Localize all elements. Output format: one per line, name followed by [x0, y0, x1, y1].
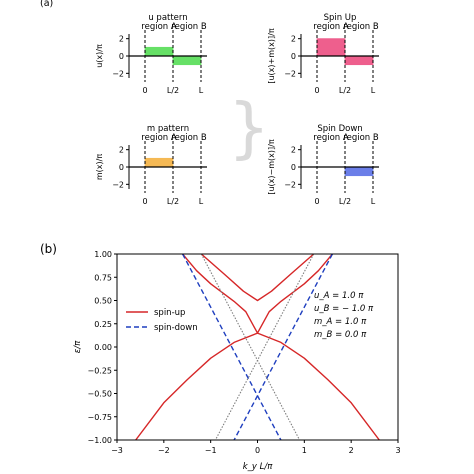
x-tick-label: L — [371, 197, 376, 206]
y-axis-label: m(x)/π — [95, 154, 104, 180]
region-b-label: region B — [171, 133, 207, 143]
series-group — [135, 254, 380, 440]
legend: spin-up spin-down — [126, 308, 198, 333]
y-tick-label: 0 — [119, 163, 124, 172]
y-axis-label: [u(x)+m(x)]/π — [267, 28, 276, 83]
y-tick-label: 2 — [119, 35, 124, 44]
region-b-label: region B — [343, 133, 379, 143]
x-tick-label: 1 — [302, 446, 307, 455]
panel-b-label: (b) — [40, 242, 57, 256]
y-axis-label: ε/π — [73, 340, 83, 353]
x-tick-label: −3 — [111, 446, 123, 455]
brace-symbol: } — [228, 89, 270, 166]
param-annotation: u_A = 1.0 π — [314, 291, 364, 301]
y-tick-label: 2 — [291, 146, 296, 155]
x-tick-label: 0 — [314, 86, 319, 95]
x-tick-label: L — [199, 197, 204, 206]
series-line-5 — [200, 254, 301, 440]
x-tick-label: −2 — [158, 446, 170, 455]
region-a-label: region A — [141, 133, 177, 143]
param-annotation: m_A = 1.0 π — [314, 317, 367, 327]
y-tick-label: −2 — [112, 69, 124, 78]
x-axis-label: k_y L/π — [243, 462, 274, 472]
y-tick-label: −2 — [284, 180, 296, 189]
y-tick-label: −0.25 — [87, 366, 112, 375]
x-tick-label: L/2 — [167, 86, 179, 95]
y-tick-label: 0 — [291, 52, 296, 61]
region-a-label: region A — [313, 133, 349, 143]
series-line-3 — [181, 254, 282, 440]
y-tick-label: 2 — [291, 35, 296, 44]
param-annotation: u_B = − 1.0 π — [314, 304, 374, 314]
y-tick-label: −2 — [112, 180, 124, 189]
panel-title: Spin Up — [324, 13, 357, 23]
y-tick-label: 0.75 — [94, 273, 112, 282]
pattern-bar — [344, 166, 374, 177]
region-b-label: region B — [171, 22, 207, 32]
pattern-bar — [144, 46, 174, 57]
y-tick-label: −2 — [284, 69, 296, 78]
x-tick-label: 2 — [349, 446, 354, 455]
legend-label: spin-down — [154, 323, 198, 333]
series-line-4 — [233, 254, 334, 440]
x-tick-label: 0 — [314, 197, 319, 206]
pattern-bar — [316, 38, 346, 57]
panel-title: m pattern — [147, 124, 189, 134]
series-line-2 — [200, 254, 315, 302]
y-axis-label: [u(x)−m(x)]/π — [267, 139, 276, 194]
y-tick-label: 1.00 — [94, 250, 112, 259]
y-tick-label: 0.00 — [94, 343, 112, 352]
region-a-label: region A — [141, 22, 177, 32]
x-tick-label: L/2 — [167, 197, 179, 206]
region-b-label: region B — [343, 22, 379, 32]
x-tick-label: 0 — [255, 446, 260, 455]
region-a-label: region A — [313, 22, 349, 32]
y-tick-label: −1.00 — [87, 436, 112, 445]
x-tick-label: L — [199, 86, 204, 95]
legend-label: spin-up — [154, 308, 185, 318]
panel-a-label: (a) — [40, 0, 53, 9]
y-tick-label: −0.50 — [87, 390, 112, 399]
x-tick-label: 0 — [142, 197, 147, 206]
pattern-bar — [344, 55, 374, 66]
panel-title: u pattern — [148, 13, 187, 23]
x-tick-label: L/2 — [339, 86, 351, 95]
band-structure-chart: 1.00 0.75 0.50 0.25 0.00 −0.25 −0.50 −0.75 −1.00… — [73, 250, 401, 472]
series-line-6 — [214, 254, 315, 440]
x-tick-label: 0 — [142, 86, 147, 95]
series-line-0 — [135, 254, 333, 440]
y-tick-label: 0 — [291, 163, 296, 172]
x-tick-label: L/2 — [339, 197, 351, 206]
y-tick-label: 2 — [119, 146, 124, 155]
y-tick-label: 0.50 — [94, 297, 112, 306]
x-tick-label: L — [371, 86, 376, 95]
y-axis-label: u(x)/π — [95, 44, 104, 68]
y-tick-label: −0.75 — [87, 413, 112, 422]
param-annotation: m_B = 0.0 π — [314, 330, 367, 340]
x-tick-label: 3 — [395, 446, 400, 455]
y-tick-label: 0.25 — [94, 320, 112, 329]
pattern-bar — [172, 55, 202, 66]
y-tick-label: 0 — [119, 52, 124, 61]
series-line-1 — [182, 254, 380, 440]
pattern-bar — [144, 157, 174, 168]
x-tick-label: −1 — [205, 446, 217, 455]
plot-frame — [116, 253, 399, 441]
panel-title: Spin Down — [317, 124, 362, 134]
